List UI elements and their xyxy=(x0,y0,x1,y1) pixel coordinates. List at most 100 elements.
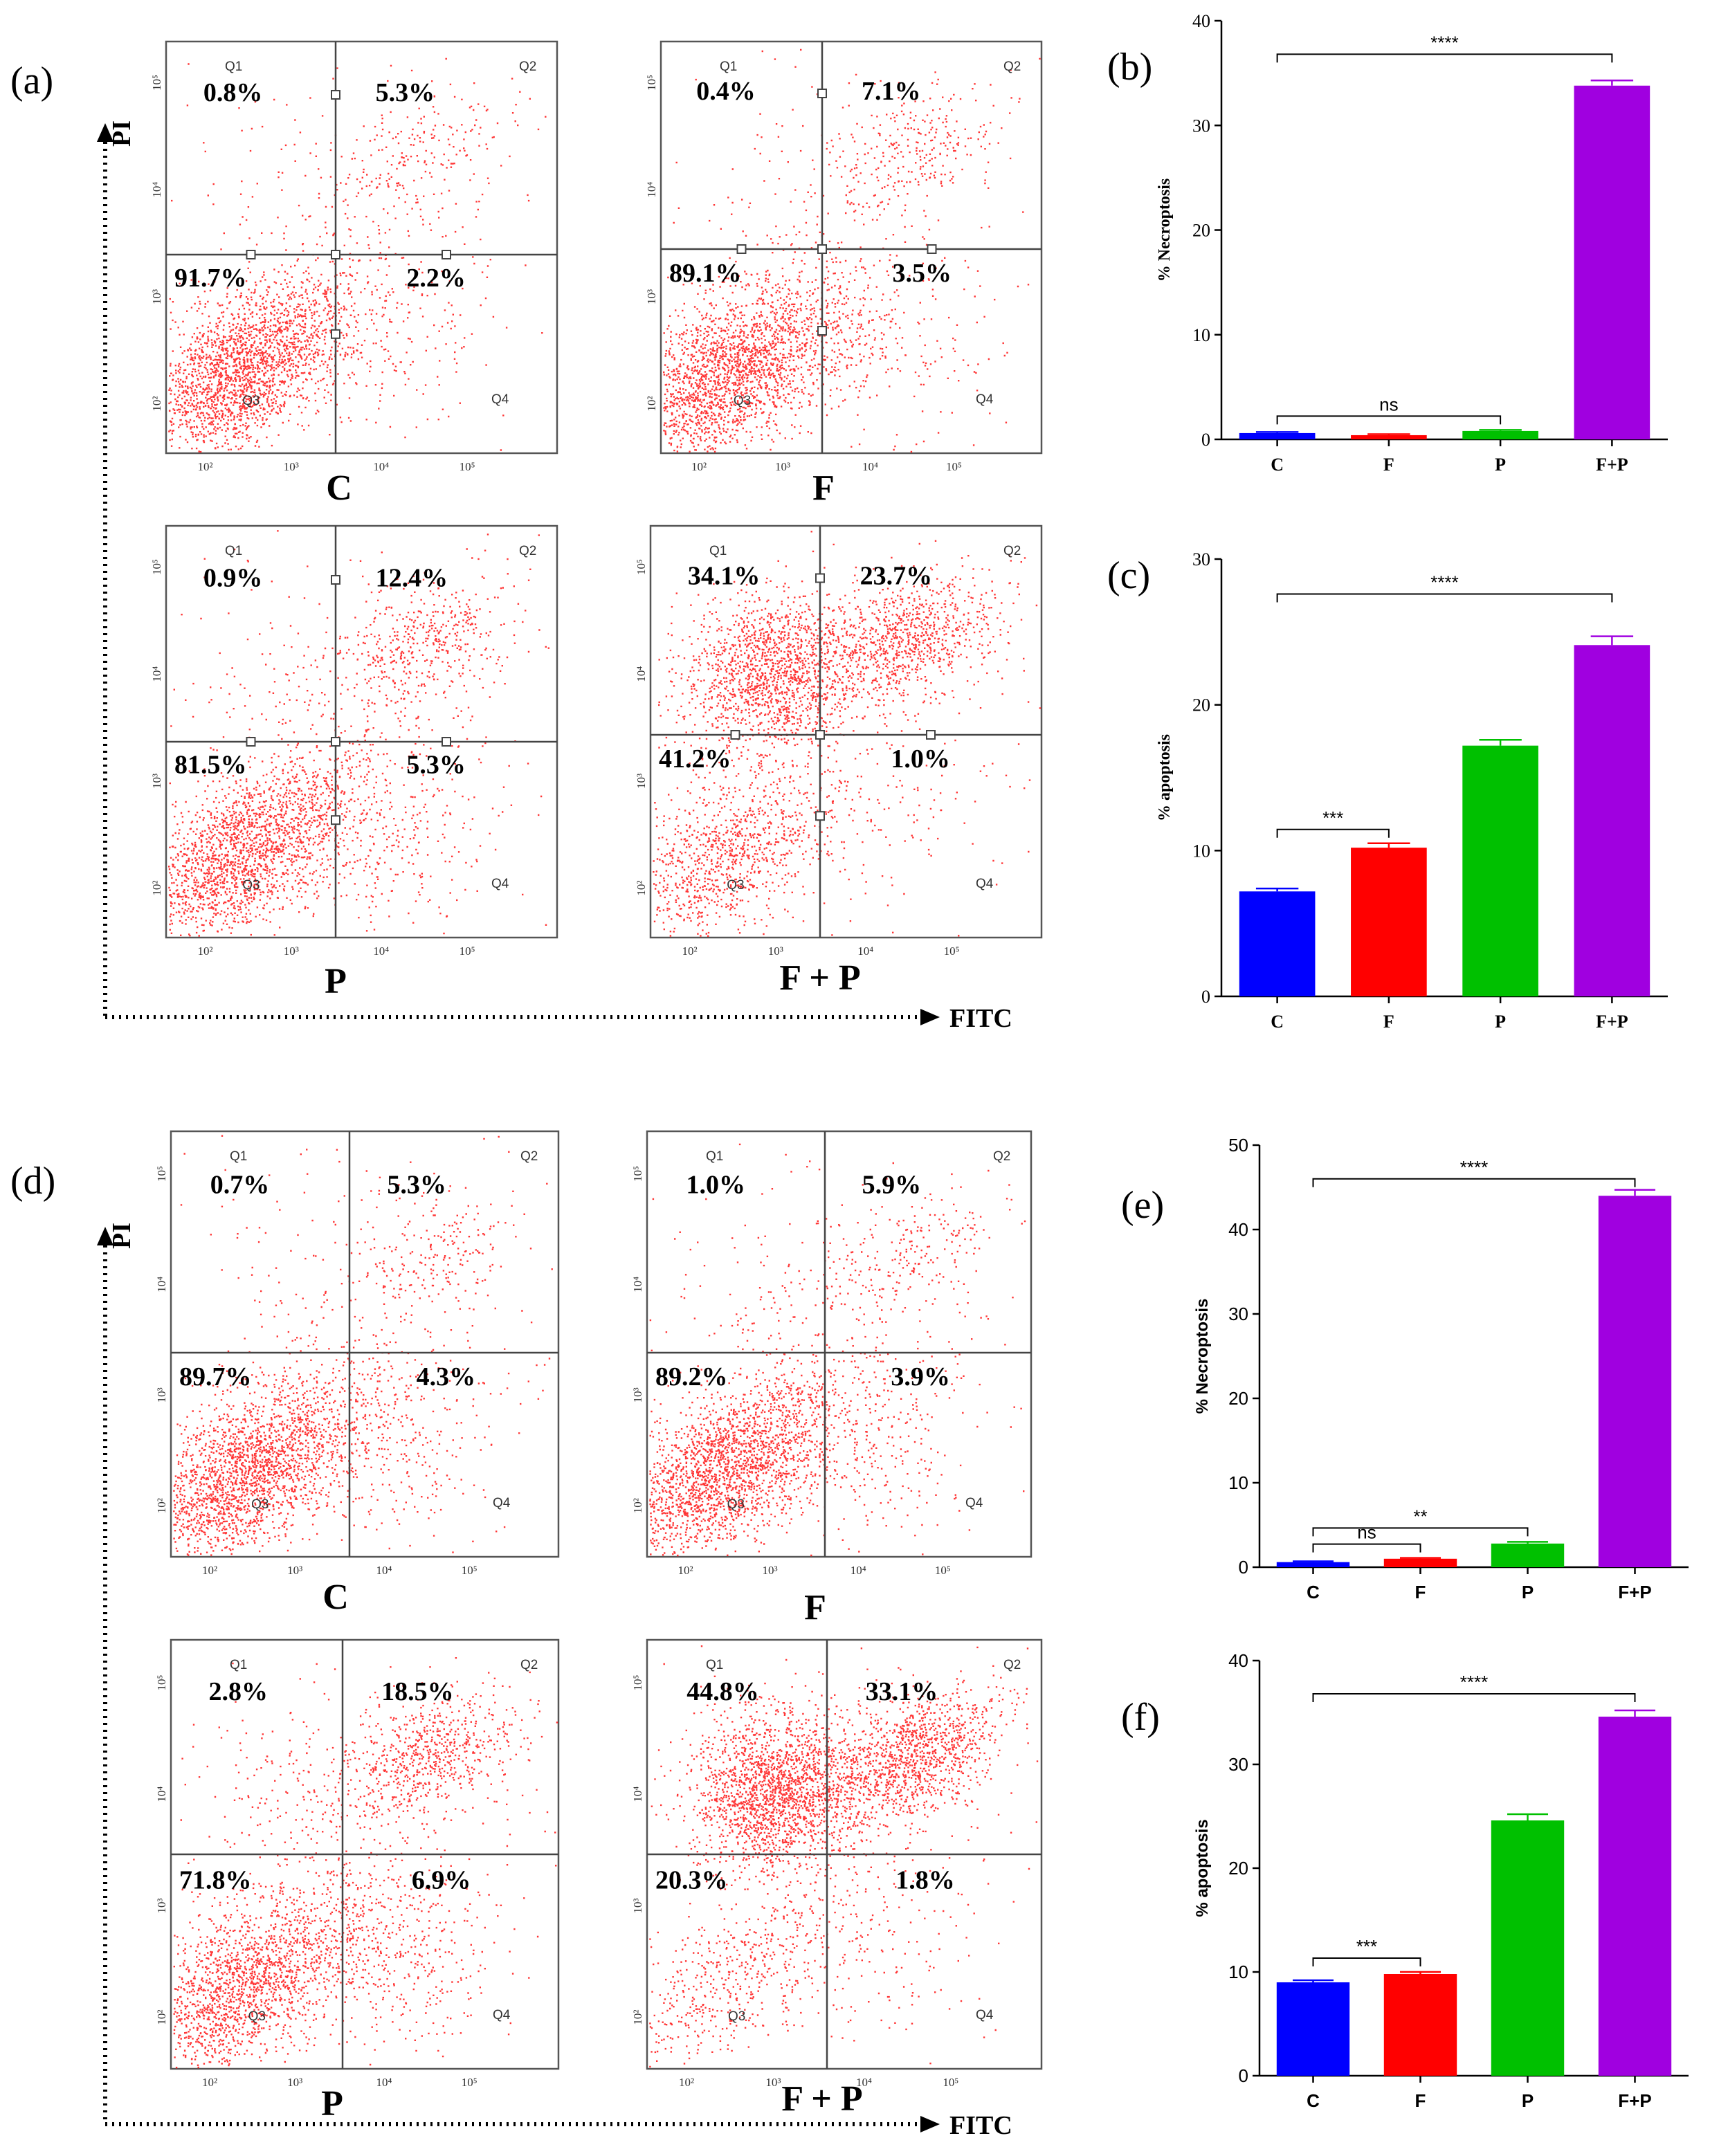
percent-q4: 1.0% xyxy=(891,744,950,774)
x-tick-label: 10⁵ xyxy=(944,944,960,958)
y-tick-label: 10⁵ xyxy=(631,1166,644,1182)
significance-label: ns xyxy=(1357,1522,1376,1543)
x-tick-label: 10⁵ xyxy=(943,2076,958,2089)
significance-bracket xyxy=(1312,1527,1529,1537)
quadrant-label-q4: Q4 xyxy=(976,2008,994,2022)
gate-handle xyxy=(442,737,451,747)
condition-label: C xyxy=(322,1578,349,1617)
quadrant-label-q1: Q1 xyxy=(225,60,242,74)
x-tick-label: 10⁵ xyxy=(460,944,475,958)
percent-q2: 23.7% xyxy=(860,562,933,591)
percent-q2: 5.9% xyxy=(862,1171,922,1200)
gate-handle xyxy=(331,575,340,585)
x-tick-label: C xyxy=(1307,1582,1320,1602)
percent-q1: 0.8% xyxy=(203,78,263,107)
x-tick-label: C xyxy=(1307,2090,1320,2111)
x-tick-label: 10³ xyxy=(284,944,299,958)
gate-handle xyxy=(927,244,937,254)
y-tick-label: 30 xyxy=(1192,116,1210,136)
bar-f-plus-p xyxy=(1574,85,1650,440)
axis-frame-d: PI FITC xyxy=(97,1223,1012,2140)
x-tick-label: 10⁵ xyxy=(460,460,475,473)
x-tick-label: 10³ xyxy=(768,944,783,958)
x-tick-label: F xyxy=(1415,1582,1426,1602)
flow-plot-frame xyxy=(165,524,558,939)
x-tick-label: 10⁴ xyxy=(376,2076,392,2089)
x-tick-label: 10³ xyxy=(765,2076,781,2089)
quadrant-label-q1: Q1 xyxy=(709,544,727,558)
significance-label: ns xyxy=(1379,394,1398,414)
scatter-events xyxy=(168,57,547,453)
percent-q4: 6.9% xyxy=(412,1866,471,1895)
percent-q1: 1.0% xyxy=(686,1171,746,1200)
gate-handle xyxy=(815,811,825,821)
x-tick-label: 10² xyxy=(691,460,707,473)
quadrant-label-q4: Q4 xyxy=(493,1496,511,1510)
y-tick-label: 10² xyxy=(635,881,648,896)
y-tick-label: 10⁵ xyxy=(150,559,163,575)
panel-label: (c) xyxy=(1107,554,1150,597)
y-tick-label: 10⁵ xyxy=(150,75,163,91)
y-axis-label: % Necroptosis xyxy=(1156,179,1174,282)
x-tick-label: F xyxy=(1383,1012,1394,1032)
x-axis-name-fitc: FITC xyxy=(949,2111,1012,2140)
bar-p xyxy=(1462,430,1538,439)
flow-plot-frame xyxy=(165,40,558,455)
y-tick-label: 10² xyxy=(631,2010,644,2025)
y-tick-label: 10⁴ xyxy=(155,1277,168,1292)
y-axis-label: % Necroptosis xyxy=(1193,1299,1212,1414)
y-tick-label: 20 xyxy=(1192,221,1210,241)
y-tick-label: 10² xyxy=(155,1498,168,1513)
percent-q3: 91.7% xyxy=(174,264,247,293)
bar-charts: (b) 0 10 20 30 40 % Necroptosis C F P F+P **** ns (c)… xyxy=(1107,11,1689,2111)
x-tick-label: 10⁵ xyxy=(946,460,962,473)
y-tick-label: 10⁴ xyxy=(635,666,648,682)
percent-q3: 89.2% xyxy=(655,1362,728,1391)
gate-handle xyxy=(817,326,827,336)
flow-plot: Q1 Q2 Q3 Q4 10² 10³ 10⁴ 10⁵ 10² 10³ 10⁴ 10⁵ 2.8% 18.5… xyxy=(155,1638,560,2123)
flow-plot: Q1 Q2 Q3 Q4 10² 10³ 10⁴ 10⁵ 10² 10³ 10⁴ 10⁵ 1.0% 5.9%… xyxy=(631,1130,1033,1627)
y-tick-label: 10³ xyxy=(155,1387,168,1403)
percent-q1: 0.4% xyxy=(696,77,756,106)
percent-q1: 0.9% xyxy=(203,563,263,592)
panel-label: (b) xyxy=(1107,46,1152,89)
significance-bracket xyxy=(1276,53,1613,63)
y-tick-label: 10³ xyxy=(645,289,658,304)
x-tick-label: P xyxy=(1522,1582,1534,1602)
quadrant-label-q1: Q1 xyxy=(706,1149,723,1164)
y-tick-label: 0 xyxy=(1201,430,1210,450)
y-tick-label: 10 xyxy=(1192,841,1210,861)
gate-handle xyxy=(817,244,827,254)
x-tick-label: P xyxy=(1495,455,1506,475)
gate-handle xyxy=(736,244,747,254)
x-tick-label: F+P xyxy=(1596,455,1628,475)
y-tick-label: 10⁴ xyxy=(631,1277,644,1292)
gate-handle xyxy=(331,329,340,339)
bar-f xyxy=(1351,435,1427,439)
flow-plot: Q1 Q2 Q3 Q4 10² 10³ 10⁴ 10⁵ 10² 10³ 10⁴ 10⁵ 0.9% 12.4… xyxy=(150,524,558,1001)
bar-c xyxy=(1239,432,1316,439)
y-tick-label: 10² xyxy=(150,881,163,896)
bar-c xyxy=(1276,1562,1350,1567)
x-tick-label: 10⁴ xyxy=(851,1564,866,1577)
quadrant-label-q4: Q4 xyxy=(976,877,994,891)
condition-label: P xyxy=(325,962,347,1001)
quadrant-label-q2: Q2 xyxy=(1003,60,1021,74)
scatter-points xyxy=(649,1143,1026,1557)
significance-bracket xyxy=(1276,415,1502,425)
quadrant-label-q2: Q2 xyxy=(519,60,536,74)
y-tick-label: 40 xyxy=(1192,11,1210,31)
quadrant-label-q3: Q3 xyxy=(727,878,744,893)
percent-q3: 41.2% xyxy=(659,744,731,774)
flow-plot: Q1 Q2 Q3 Q4 10² 10³ 10⁴ 10⁵ 10² 10³ 10⁴ 10⁵ 0.8% 5.3%… xyxy=(150,40,558,508)
quadrant-label-q4: Q4 xyxy=(965,1496,983,1510)
bar-f-plus-p xyxy=(1598,1717,1672,2076)
y-axis-name-pi: PI xyxy=(107,1223,136,1249)
gate-handle xyxy=(926,730,936,740)
y-tick-label: 0 xyxy=(1239,2065,1248,2086)
y-tick-label: 0 xyxy=(1239,1557,1248,1578)
quadrant-label-q2: Q2 xyxy=(1003,544,1021,558)
quadrant-label-q3: Q3 xyxy=(728,2009,745,2024)
